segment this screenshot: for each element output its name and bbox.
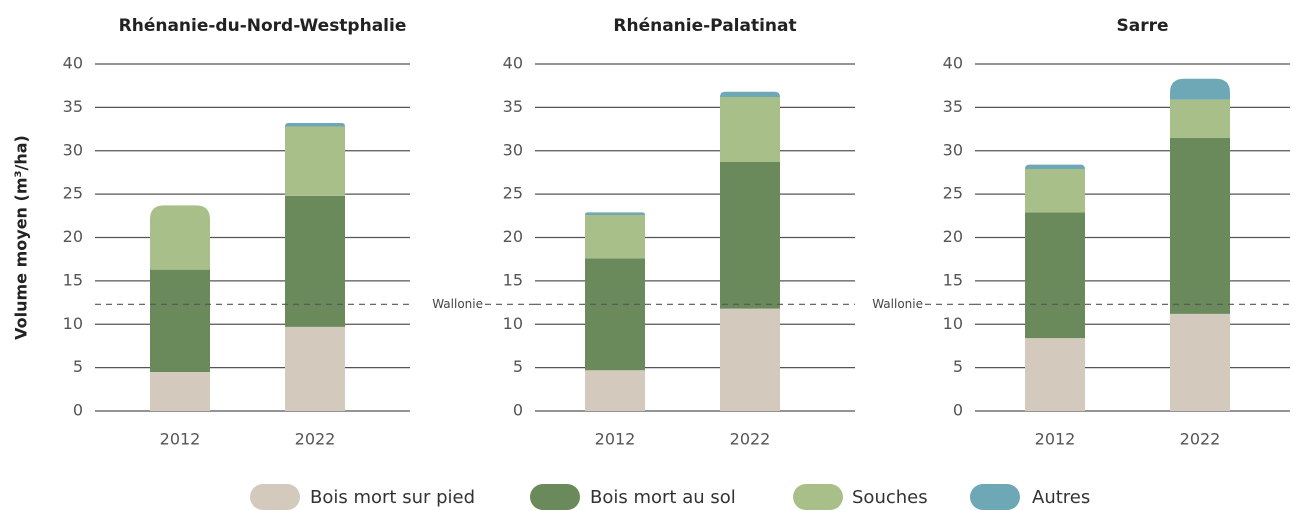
y-tick-label: 35 — [63, 97, 83, 116]
bar-segment — [1170, 78, 1230, 100]
legend-swatch — [793, 484, 843, 510]
bar-segment — [150, 205, 210, 270]
bar-segment — [285, 326, 345, 411]
bar-segment — [720, 162, 780, 309]
bar-segment — [720, 96, 780, 163]
y-tick-label: 30 — [943, 140, 963, 159]
bar-segment — [585, 258, 645, 371]
reference-label: Wallonie — [872, 297, 923, 311]
y-tick-label: 0 — [953, 401, 963, 420]
bar-segment — [585, 370, 645, 411]
y-tick-label: 40 — [943, 54, 963, 73]
bar-segment — [585, 212, 645, 215]
bar-segment — [720, 308, 780, 411]
legend-swatch — [530, 484, 580, 510]
bar-segment — [1025, 212, 1085, 339]
y-tick-label: 15 — [63, 270, 83, 289]
y-tick-label: 35 — [503, 97, 523, 116]
legend-swatch — [250, 484, 300, 510]
bar-segment — [1025, 338, 1085, 411]
bar-segment — [1025, 168, 1085, 213]
y-tick-label: 0 — [73, 401, 83, 420]
y-tick-label: 30 — [63, 140, 83, 159]
y-tick-label: 20 — [503, 227, 523, 246]
bar-segment — [285, 195, 345, 327]
y-tick-label: 5 — [73, 357, 83, 376]
x-tick-label: 2022 — [295, 430, 336, 449]
y-tick-label: 10 — [503, 314, 523, 333]
y-tick-label: 20 — [943, 227, 963, 246]
bar-segment — [1170, 313, 1230, 411]
bar-segment — [1025, 164, 1085, 169]
y-tick-label: 15 — [503, 270, 523, 289]
legend-label: Autres — [1032, 487, 1090, 508]
y-tick-label: 30 — [503, 140, 523, 159]
legend-label: Bois mort au sol — [590, 487, 736, 508]
y-tick-label: 25 — [503, 184, 523, 203]
y-tick-label: 35 — [943, 97, 963, 116]
chart-title: Sarre — [1116, 16, 1168, 36]
chart-title: Rhénanie-Palatinat — [613, 16, 796, 36]
x-tick-label: 2012 — [160, 430, 201, 449]
y-tick-label: 10 — [63, 314, 83, 333]
reference-label: Wallonie — [432, 297, 483, 311]
x-tick-label: 2022 — [1180, 430, 1221, 449]
y-tick-label: 5 — [513, 357, 523, 376]
y-tick-label: 5 — [953, 357, 963, 376]
y-tick-label: 15 — [943, 270, 963, 289]
x-tick-label: 2012 — [595, 430, 636, 449]
y-tick-label: 25 — [63, 184, 83, 203]
bar-segment — [150, 269, 210, 372]
y-tick-label: 0 — [513, 401, 523, 420]
y-tick-label: 40 — [503, 54, 523, 73]
bar-segment — [720, 91, 780, 97]
chart-title: Rhénanie-du-Nord-Westphalie — [119, 16, 407, 36]
x-tick-label: 2012 — [1035, 430, 1076, 449]
x-tick-label: 2022 — [730, 430, 771, 449]
y-tick-label: 25 — [943, 184, 963, 203]
y-tick-label: 20 — [63, 227, 83, 246]
bar-segment — [1170, 99, 1230, 138]
y-tick-label: 40 — [63, 54, 83, 73]
y-axis-label: Volume moyen (m³/ha) — [12, 135, 31, 340]
bar-segment — [1170, 137, 1230, 314]
legend-label: Souches — [852, 487, 928, 508]
legend-label: Bois mort sur pied — [310, 487, 475, 508]
bar-segment — [150, 371, 210, 411]
bar-segment — [285, 126, 345, 196]
bar-segment — [585, 214, 645, 259]
legend-swatch — [970, 484, 1020, 510]
bar-segment — [285, 122, 345, 127]
y-tick-label: 10 — [943, 314, 963, 333]
